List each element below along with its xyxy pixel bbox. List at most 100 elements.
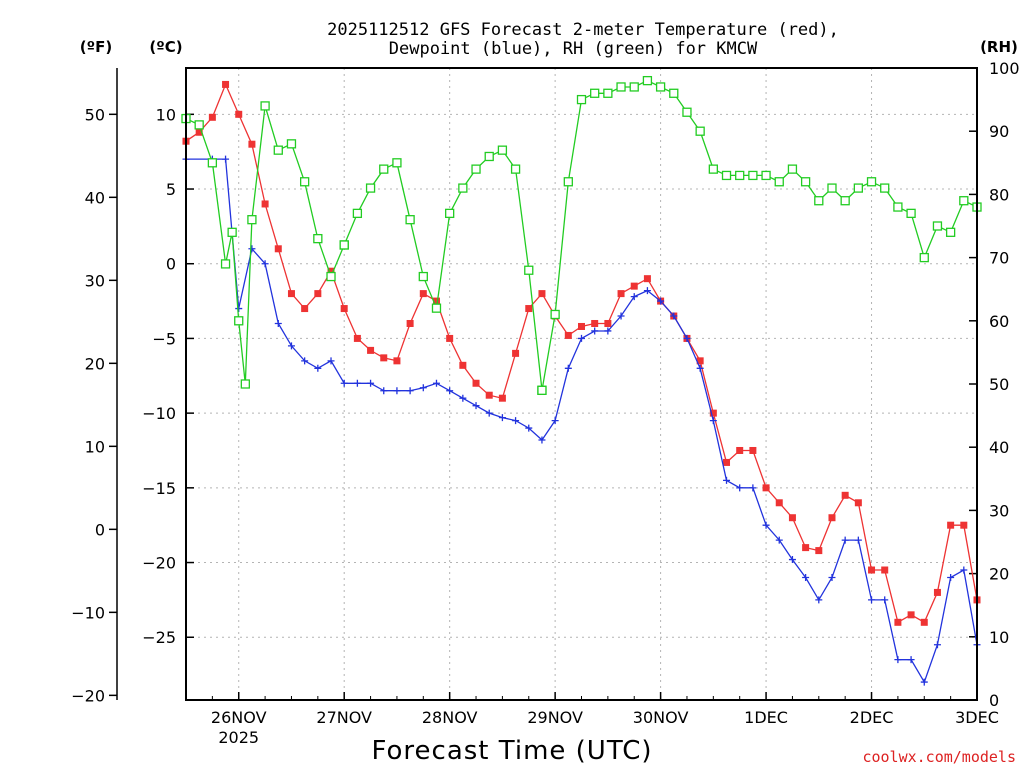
- rh-point: [866, 177, 877, 187]
- dewpoint-point: [406, 387, 414, 395]
- celsius-tick-label: −10: [142, 404, 176, 423]
- dewpoint-point: [960, 566, 968, 574]
- dewpoint-point: [591, 327, 599, 335]
- dewpoint-point: [643, 287, 651, 295]
- rh-tick-label: 90: [989, 122, 1009, 141]
- rh-series: [181, 75, 982, 395]
- dewpoint-point: [815, 596, 823, 604]
- fahrenheit-tick-label: 30: [85, 271, 105, 290]
- fahrenheit-tick-label: 40: [85, 188, 105, 207]
- dewpoint-point: [920, 678, 928, 686]
- dewpoint-point: [512, 417, 520, 425]
- dewpoint-point: [841, 536, 849, 544]
- celsius-tick-label: 0: [166, 255, 176, 274]
- temperature-point: [393, 357, 401, 365]
- rh-point: [471, 164, 481, 174]
- rh-point: [919, 252, 929, 263]
- rh-point: [721, 170, 732, 181]
- rh-tick-label: 60: [989, 312, 1009, 331]
- dewpoint-point: [775, 536, 783, 544]
- temperature-point: [195, 128, 203, 136]
- dewpoint-point: [854, 536, 862, 544]
- rh-point: [774, 177, 784, 187]
- rh-point: [299, 177, 310, 187]
- temperature-point: [788, 514, 796, 522]
- rh-tick-label: 30: [989, 501, 1009, 520]
- temperature-point: [353, 334, 361, 342]
- temperature-point: [643, 275, 651, 283]
- dewpoint-point: [235, 305, 243, 313]
- rh-point: [932, 221, 943, 231]
- celsius-tick-label: 10: [156, 105, 176, 124]
- temperature-point: [920, 618, 928, 626]
- temperature-point: [947, 521, 955, 529]
- rh-point: [629, 82, 639, 92]
- rh-point: [458, 183, 468, 193]
- dewpoint-point: [353, 379, 361, 387]
- rh-point: [260, 101, 270, 111]
- temperature-point: [868, 566, 876, 574]
- dewpoint-point: [881, 596, 889, 604]
- rh-point: [405, 215, 415, 225]
- fahrenheit-tick-label: 10: [85, 437, 105, 456]
- temperature-point: [775, 499, 783, 507]
- fahrenheit-tick-label: 0: [95, 520, 105, 539]
- dewpoint-point: [301, 357, 309, 365]
- dewpoint-point: [248, 245, 256, 253]
- x-tick-label: 26NOV: [211, 708, 267, 727]
- rh-point: [827, 183, 837, 193]
- dewpoint-point: [670, 312, 678, 320]
- grid-lines: [186, 68, 977, 700]
- dewpoint-point: [261, 260, 269, 268]
- rh-point: [365, 183, 376, 193]
- temperature-point: [696, 357, 704, 365]
- rh-point: [669, 88, 679, 98]
- x-tick-label: 30NOV: [633, 708, 689, 727]
- temperature-point: [749, 446, 757, 454]
- chart-title-line2: Dewpoint (blue), RH (green) for KMCW: [389, 39, 758, 59]
- temperature-point: [472, 379, 480, 387]
- rh-point: [616, 82, 626, 92]
- rh-point: [352, 208, 363, 219]
- fahrenheit-tick-label: −20: [71, 686, 105, 705]
- temperature-point: [709, 409, 717, 417]
- dewpoint-point: [327, 357, 335, 365]
- temperature-point: [432, 297, 440, 305]
- rh-point: [959, 196, 969, 206]
- rh-point: [510, 164, 521, 174]
- dewpoint-point: [340, 379, 348, 387]
- plot-frame: [185, 67, 978, 701]
- dewpoint-point: [367, 379, 375, 387]
- rh-line: [185, 79, 978, 391]
- rh-point: [880, 183, 890, 193]
- temperature-point: [960, 521, 968, 529]
- temperature-point: [485, 391, 493, 399]
- credit-text: coolwx.com/models: [862, 748, 1016, 766]
- celsius-tick-label: 5: [166, 180, 176, 199]
- temperature-point: [604, 319, 612, 327]
- dewpoint-point: [498, 414, 506, 422]
- rh-tick-label: 80: [989, 185, 1009, 204]
- temperature-point: [419, 290, 427, 298]
- temperature-point: [854, 499, 862, 507]
- x-tick-label: 27NOV: [316, 708, 372, 727]
- temperature-series: [182, 80, 981, 626]
- rh-point: [695, 126, 705, 136]
- rh-point: [445, 208, 455, 219]
- fahrenheit-tick-label: 50: [85, 105, 105, 124]
- rh-tick-label: 40: [989, 438, 1009, 457]
- rh-point: [431, 303, 442, 313]
- dewpoint-series: [182, 155, 981, 686]
- temperature-point: [340, 305, 348, 313]
- dewpoint-point: [828, 573, 836, 581]
- x-tick-label: 3DEC: [955, 708, 999, 727]
- temperature-point: [406, 319, 414, 327]
- dewpoint-point: [723, 476, 731, 484]
- rh-point: [326, 271, 336, 282]
- dewpoint-point: [551, 417, 559, 425]
- dewpoint-point: [749, 484, 757, 492]
- temperature-point: [301, 305, 309, 313]
- dewpoint-point: [446, 387, 454, 395]
- temperature-point: [578, 322, 585, 330]
